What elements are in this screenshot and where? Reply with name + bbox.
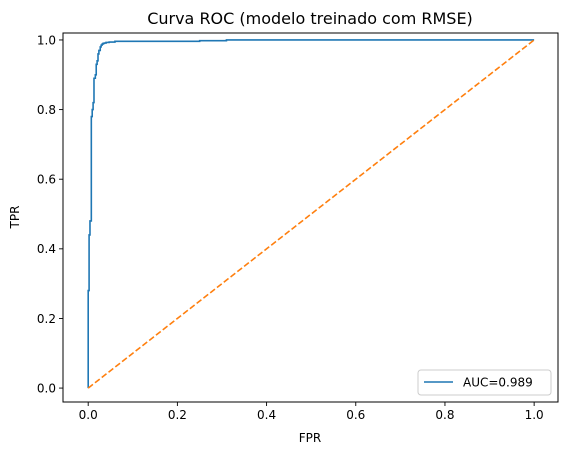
y-tick-label: 0.8 xyxy=(37,103,56,117)
x-tick-label: 0.2 xyxy=(168,408,187,422)
y-tick-label: 0.4 xyxy=(37,242,56,256)
chance-diagonal-line xyxy=(87,39,535,389)
plot-frame xyxy=(62,32,559,403)
x-axis-label: FPR xyxy=(299,431,321,445)
y-axis-label: TPR xyxy=(8,206,22,230)
x-axis-ticks: 0.0 0.2 0.4 0.6 0.8 1.0 xyxy=(79,402,544,422)
x-tick-label: 0.8 xyxy=(435,408,454,422)
x-tick-label: 1.0 xyxy=(525,408,544,422)
legend-label: AUC=0.989 xyxy=(463,376,533,390)
legend: AUC=0.989 xyxy=(417,369,552,396)
y-tick-label: 0.0 xyxy=(37,381,56,395)
legend-box xyxy=(417,369,552,396)
roc-curve-line xyxy=(87,39,535,389)
x-tick-label: 0.0 xyxy=(79,408,98,422)
y-tick-label: 1.0 xyxy=(37,33,56,47)
chart-title: Curva ROC (modelo treinado com RMSE) xyxy=(147,9,473,28)
y-tick-label: 0.2 xyxy=(37,312,56,326)
plot-area xyxy=(87,39,535,389)
x-tick-label: 0.4 xyxy=(257,408,276,422)
x-tick-label: 0.6 xyxy=(346,408,365,422)
y-tick-label: 0.6 xyxy=(37,173,56,187)
y-axis-ticks: 0.0 0.2 0.4 0.6 0.8 1.0 xyxy=(37,33,63,395)
